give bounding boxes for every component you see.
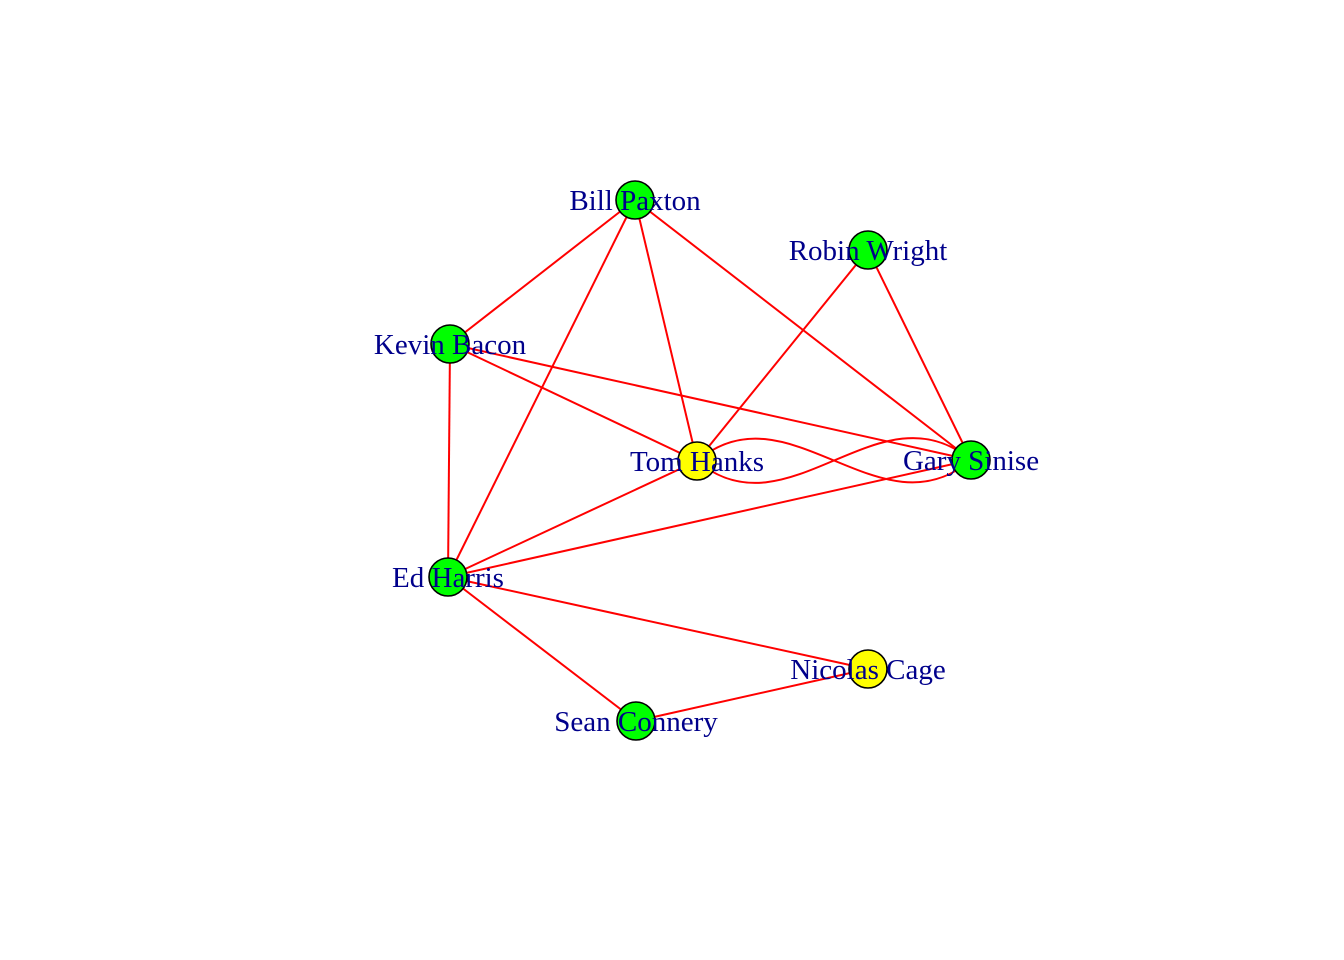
labels-layer: Bill Paxton Robin Wright Kevin Bacon Tom Ha… — [374, 185, 1039, 738]
edge-robin-wright-gary-sinise — [867, 249, 972, 461]
node-sean-connery — [616, 701, 656, 741]
edge-kevin-bacon-tom-hanks — [449, 343, 698, 462]
edge-bill-paxton-kevin-bacon — [449, 199, 636, 345]
node-label-nicolas-cage: Nicolas Cage — [790, 654, 945, 686]
edge-kevin-bacon-ed-harris — [447, 343, 451, 578]
edge-kevin-bacon-gary-sinise — [449, 343, 972, 461]
edge-ed-harris-sean-connery — [447, 576, 637, 722]
edge-sean-connery-nicolas-cage — [635, 668, 869, 722]
node-label-kevin-bacon: Kevin Bacon — [374, 329, 527, 361]
node-bill-paxton — [615, 180, 655, 220]
node-tom-hanks — [677, 441, 717, 481]
node-label-sean-connery: Sean Connery — [554, 706, 718, 738]
edge-robin-wright-tom-hanks — [696, 249, 869, 462]
node-label-robin-wright: Robin Wright — [789, 235, 948, 267]
node-label-ed-harris: Ed Harris — [392, 562, 504, 594]
edge-tom-hanks-ed-harris — [447, 460, 698, 578]
node-label-bill-paxton: Bill Paxton — [569, 185, 701, 217]
edges-layer — [447, 199, 972, 722]
nodes-layer — [428, 180, 991, 741]
node-label-tom-hanks: Tom Hanks — [630, 446, 764, 478]
edge-ed-harris-nicolas-cage — [447, 576, 869, 670]
node-ed-harris — [428, 557, 468, 597]
edge-bill-paxton-tom-hanks — [634, 199, 698, 462]
node-label-gary-sinise: Gary Sinise — [903, 445, 1039, 477]
node-kevin-bacon — [430, 324, 470, 364]
edge-bill-paxton-ed-harris — [447, 199, 636, 578]
node-robin-wright — [848, 230, 888, 270]
node-gary-sinise — [951, 440, 991, 480]
node-nicolas-cage — [848, 649, 888, 689]
edge-gary-sinise-tom-hanks — [696, 437, 972, 484]
edge-ed-harris-gary-sinise — [447, 459, 972, 578]
